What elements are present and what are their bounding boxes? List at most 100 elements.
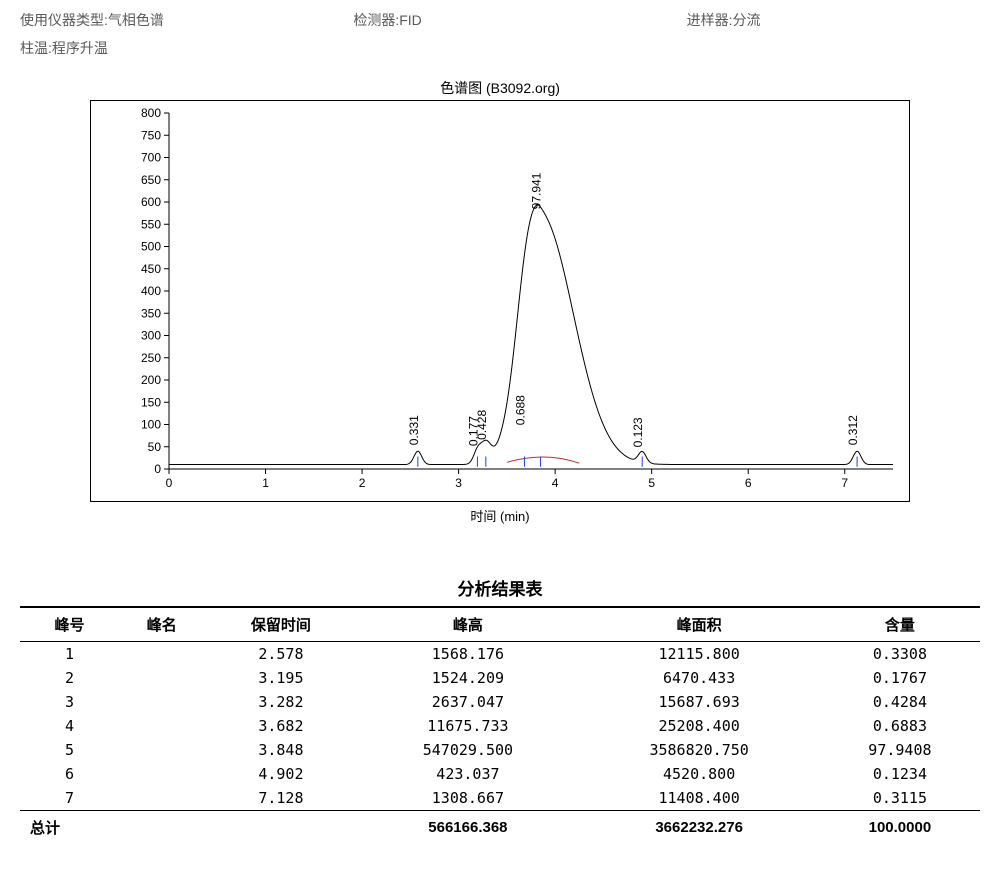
svg-text:500: 500 <box>141 240 161 254</box>
svg-text:5: 5 <box>648 476 655 490</box>
svg-text:1: 1 <box>262 476 269 490</box>
table-cell: 11675.733 <box>357 714 578 738</box>
table-footer-cell: 3662232.276 <box>578 811 819 845</box>
table-cell: 0.1234 <box>820 762 980 786</box>
svg-text:700: 700 <box>141 151 161 165</box>
table-footer-cell <box>119 811 204 845</box>
table-row: 64.902423.0374520.8000.1234 <box>20 762 980 786</box>
table-cell: 3.848 <box>204 738 357 762</box>
svg-text:650: 650 <box>141 173 161 187</box>
table-header-cell: 峰高 <box>357 607 578 642</box>
table-header-cell: 峰号 <box>20 607 119 642</box>
svg-text:800: 800 <box>141 106 161 120</box>
svg-text:450: 450 <box>141 262 161 276</box>
svg-text:97.941: 97.941 <box>529 172 543 209</box>
table-header-cell: 峰名 <box>119 607 204 642</box>
detector-label: 检测器: <box>353 12 399 28</box>
table-cell: 2.578 <box>204 642 357 667</box>
table-cell: 423.037 <box>357 762 578 786</box>
table-cell: 0.4284 <box>820 690 980 714</box>
svg-text:7: 7 <box>841 476 848 490</box>
table-cell: 1568.176 <box>357 642 578 667</box>
svg-text:100: 100 <box>141 418 161 432</box>
svg-text:750: 750 <box>141 128 161 142</box>
table-cell <box>119 690 204 714</box>
instrument-type-label: 使用仪器类型: <box>20 12 108 28</box>
table-cell: 6470.433 <box>578 666 819 690</box>
svg-text:6: 6 <box>745 476 752 490</box>
chart-plot-area: 0501001502002503003504004505005506006507… <box>90 100 910 502</box>
table-cell: 1308.667 <box>357 786 578 811</box>
table-cell: 4520.800 <box>578 762 819 786</box>
x-axis-label: 时间 (min) <box>90 506 910 525</box>
table-cell: 2637.047 <box>357 690 578 714</box>
svg-text:0: 0 <box>166 476 173 490</box>
svg-text:2: 2 <box>359 476 366 490</box>
results-table-section: 分析结果表 峰号峰名保留时间峰高峰面积含量 12.5781568.1761211… <box>20 575 980 844</box>
results-table: 峰号峰名保留时间峰高峰面积含量 12.5781568.17612115.8000… <box>20 606 980 844</box>
svg-text:0.428: 0.428 <box>475 410 489 440</box>
instrument-type-value: 气相色谱 <box>108 12 164 28</box>
table-cell: 3.282 <box>204 690 357 714</box>
table-cell: 3586820.750 <box>578 738 819 762</box>
table-row: 7 7.1281308.66711408.4000.3115 <box>20 786 980 811</box>
header-info-row: 使用仪器类型:气相色谱 检测器:FID 进样器:分流 <box>20 10 980 30</box>
table-cell: 547029.500 <box>357 738 578 762</box>
table-header-cell: 峰面积 <box>578 607 819 642</box>
table-cell: 25208.400 <box>578 714 819 738</box>
column-temp-label: 柱温: <box>20 40 52 56</box>
table-cell: 3.682 <box>204 714 357 738</box>
table-row: 3 3.2822637.04715687.6930.4284 <box>20 690 980 714</box>
svg-text:600: 600 <box>141 195 161 209</box>
table-header-cell: 含量 <box>820 607 980 642</box>
table-header-cell: 保留时间 <box>204 607 357 642</box>
table-row: 4 3.68211675.73325208.4000.6883 <box>20 714 980 738</box>
table-cell: 7.128 <box>204 786 357 811</box>
svg-text:0.123: 0.123 <box>631 417 645 447</box>
svg-text:200: 200 <box>141 373 161 387</box>
table-cell: 2 <box>20 666 119 690</box>
table-cell <box>119 642 204 667</box>
table-cell: 3.195 <box>204 666 357 690</box>
table-cell <box>119 738 204 762</box>
table-cell: 0.3115 <box>820 786 980 811</box>
svg-text:550: 550 <box>141 217 161 231</box>
table-footer-cell: 100.0000 <box>820 811 980 845</box>
chromatogram-svg: 0501001502002503003504004505005506006507… <box>91 101 911 501</box>
svg-text:3: 3 <box>455 476 462 490</box>
table-cell: 5 <box>20 738 119 762</box>
table-row: 23.1951524.2096470.4330.1767 <box>20 666 980 690</box>
table-cell: 0.1767 <box>820 666 980 690</box>
detector-value: FID <box>399 12 422 28</box>
table-cell: 0.6883 <box>820 714 980 738</box>
chromatogram-chart: 色谱图 (B3092.org) 电压 (mv) 0501001502002503… <box>90 78 910 525</box>
table-footer-cell: 566166.368 <box>357 811 578 845</box>
table-cell <box>119 666 204 690</box>
table-cell <box>119 714 204 738</box>
table-cell: 3 <box>20 690 119 714</box>
table-cell: 7 <box>20 786 119 811</box>
table-cell: 12115.800 <box>578 642 819 667</box>
svg-text:0.331: 0.331 <box>407 415 421 445</box>
table-cell: 6 <box>20 762 119 786</box>
table-row: 53.848547029.5003586820.75097.9408 <box>20 738 980 762</box>
table-cell: 0.3308 <box>820 642 980 667</box>
table-cell <box>119 762 204 786</box>
table-cell: 4 <box>20 714 119 738</box>
svg-text:150: 150 <box>141 395 161 409</box>
injector-field: 进样器:分流 <box>687 10 980 30</box>
table-footer-cell: 总计 <box>20 811 119 845</box>
table-cell: 15687.693 <box>578 690 819 714</box>
svg-text:0.688: 0.688 <box>513 395 527 425</box>
svg-text:350: 350 <box>141 306 161 320</box>
instrument-type-field: 使用仪器类型:气相色谱 <box>20 10 313 30</box>
column-temp-field: 柱温:程序升温 <box>20 38 980 58</box>
table-body: 12.5781568.17612115.8000.330823.1951524.… <box>20 642 980 811</box>
svg-text:0: 0 <box>154 462 161 476</box>
svg-text:300: 300 <box>141 329 161 343</box>
injector-label: 进样器: <box>687 12 733 28</box>
table-cell: 1 <box>20 642 119 667</box>
svg-text:4: 4 <box>552 476 559 490</box>
svg-text:50: 50 <box>148 440 162 454</box>
table-cell: 11408.400 <box>578 786 819 811</box>
